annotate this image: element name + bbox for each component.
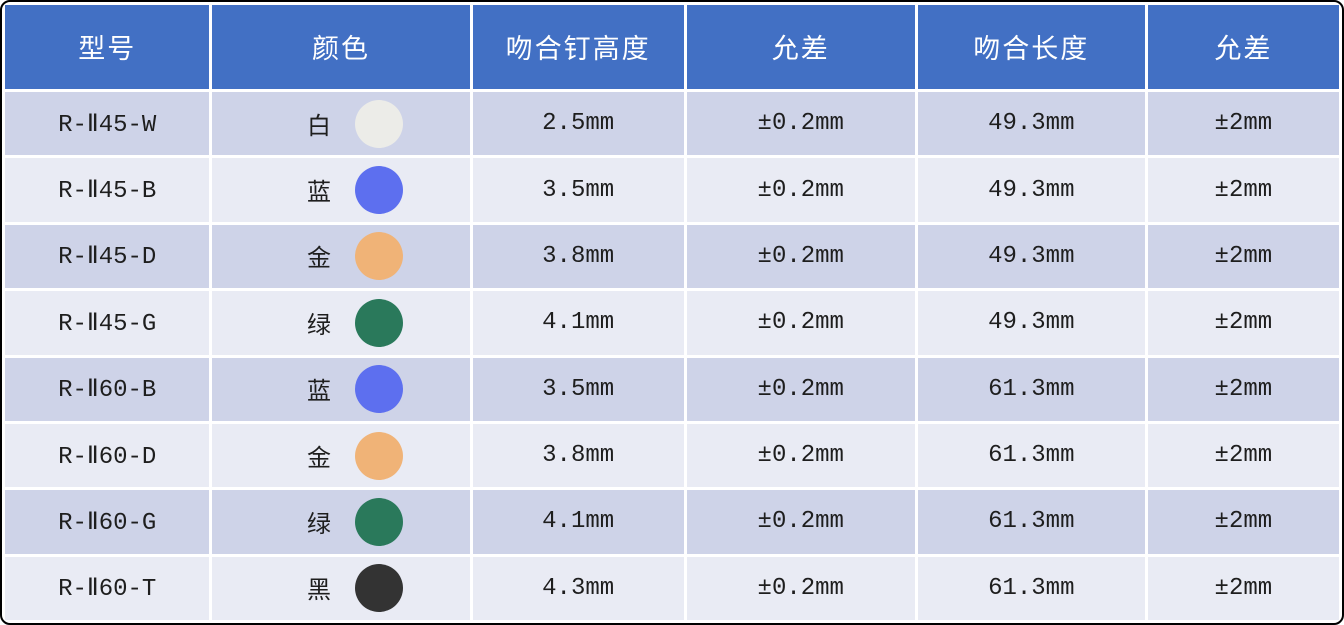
header-cell-height-tolerance: 允差 (686, 5, 915, 89)
color-name-label: 白 (307, 114, 332, 142)
model-cell: R-Ⅱ60-D (5, 423, 210, 488)
staple-height-cell: 4.1mm (472, 490, 684, 554)
color-swatch-icon (355, 232, 404, 281)
header-cell-color: 颜色 (212, 5, 470, 89)
header-cell-length-tolerance: 允差 (1147, 5, 1339, 89)
table-body: R-Ⅱ45-W 白 2.5mm ±0.2mm 49.3mm ±2mm R-Ⅱ45… (5, 92, 1339, 620)
color-name-label: 金 (307, 247, 332, 275)
height-tolerance-cell: ±0.2mm (686, 423, 915, 488)
color-cell: 绿 (212, 490, 470, 554)
color-name-label: 金 (307, 446, 332, 474)
staple-height-cell: 2.5mm (472, 92, 684, 156)
height-tolerance-cell: ±0.2mm (686, 291, 915, 355)
height-tolerance-cell: ±0.2mm (686, 92, 915, 156)
model-cell: R-Ⅱ45-W (5, 92, 210, 156)
height-tolerance-cell: ±0.2mm (686, 224, 915, 289)
header-cell-model: 型号 (5, 5, 210, 89)
color-cell-content: 绿 (226, 497, 469, 546)
length-tolerance-cell: ±2mm (1147, 158, 1339, 222)
height-tolerance-cell: ±0.2mm (686, 556, 915, 620)
header-cell-staple-length: 吻合长度 (917, 5, 1145, 89)
table-row: R-Ⅱ45-B 蓝 3.5mm ±0.2mm 49.3mm ±2mm (5, 158, 1339, 222)
staple-height-cell: 4.3mm (472, 556, 684, 620)
height-tolerance-cell: ±0.2mm (686, 158, 915, 222)
staple-length-cell: 61.3mm (917, 357, 1145, 421)
staple-length-cell: 61.3mm (917, 423, 1145, 488)
table-header: 型号 颜色 吻合钉高度 允差 吻合长度 允差 (5, 5, 1339, 89)
color-swatch-icon (355, 431, 404, 480)
color-cell-content: 蓝 (226, 166, 469, 215)
staple-length-cell: 49.3mm (917, 224, 1145, 289)
staple-length-cell: 61.3mm (917, 490, 1145, 554)
table-row: R-Ⅱ45-G 绿 4.1mm ±0.2mm 49.3mm ±2mm (5, 291, 1339, 355)
color-cell: 金 (212, 423, 470, 488)
color-swatch-icon (355, 298, 404, 347)
length-tolerance-cell: ±2mm (1147, 357, 1339, 421)
staple-height-cell: 3.8mm (472, 423, 684, 488)
color-cell-content: 蓝 (226, 365, 469, 414)
table-row: R-Ⅱ60-G 绿 4.1mm ±0.2mm 61.3mm ±2mm (5, 490, 1339, 554)
length-tolerance-cell: ±2mm (1147, 224, 1339, 289)
color-cell: 蓝 (212, 158, 470, 222)
color-cell-content: 白 (226, 99, 469, 148)
color-swatch-icon (355, 166, 404, 215)
table-row: R-Ⅱ60-D 金 3.8mm ±0.2mm 61.3mm ±2mm (5, 423, 1339, 488)
staple-height-cell: 3.5mm (472, 158, 684, 222)
table-row: R-Ⅱ60-T 黑 4.3mm ±0.2mm 61.3mm ±2mm (5, 556, 1339, 620)
color-cell: 金 (212, 224, 470, 289)
staple-height-cell: 4.1mm (472, 291, 684, 355)
color-cell-content: 绿 (226, 298, 469, 347)
length-tolerance-cell: ±2mm (1147, 490, 1339, 554)
model-cell: R-Ⅱ45-G (5, 291, 210, 355)
model-cell: R-Ⅱ60-G (5, 490, 210, 554)
header-row: 型号 颜色 吻合钉高度 允差 吻合长度 允差 (5, 5, 1339, 89)
color-cell: 白 (212, 92, 470, 156)
color-cell: 蓝 (212, 357, 470, 421)
model-cell: R-Ⅱ60-T (5, 556, 210, 620)
length-tolerance-cell: ±2mm (1147, 556, 1339, 620)
model-cell: R-Ⅱ60-B (5, 357, 210, 421)
color-name-label: 绿 (307, 512, 332, 540)
color-swatch-icon (355, 497, 404, 546)
color-cell-content: 黑 (226, 564, 469, 613)
color-cell: 绿 (212, 291, 470, 355)
color-name-label: 黑 (307, 579, 332, 607)
color-name-label: 蓝 (307, 181, 332, 209)
color-name-label: 蓝 (307, 380, 332, 408)
color-swatch-icon (355, 365, 404, 414)
header-cell-staple-height: 吻合钉高度 (472, 5, 684, 89)
color-name-label: 绿 (307, 313, 332, 341)
staple-height-cell: 3.5mm (472, 357, 684, 421)
height-tolerance-cell: ±0.2mm (686, 490, 915, 554)
model-cell: R-Ⅱ45-B (5, 158, 210, 222)
color-cell-content: 金 (226, 431, 469, 480)
table-row: R-Ⅱ60-B 蓝 3.5mm ±0.2mm 61.3mm ±2mm (5, 357, 1339, 421)
height-tolerance-cell: ±0.2mm (686, 357, 915, 421)
color-swatch-icon (355, 564, 404, 613)
table-row: R-Ⅱ45-D 金 3.8mm ±0.2mm 49.3mm ±2mm (5, 224, 1339, 289)
length-tolerance-cell: ±2mm (1147, 291, 1339, 355)
staple-length-cell: 49.3mm (917, 291, 1145, 355)
staple-height-cell: 3.8mm (472, 224, 684, 289)
color-cell: 黑 (212, 556, 470, 620)
length-tolerance-cell: ±2mm (1147, 92, 1339, 156)
staple-length-cell: 49.3mm (917, 158, 1145, 222)
staple-length-cell: 49.3mm (917, 92, 1145, 156)
staple-length-cell: 61.3mm (917, 556, 1145, 620)
length-tolerance-cell: ±2mm (1147, 423, 1339, 488)
table-row: R-Ⅱ45-W 白 2.5mm ±0.2mm 49.3mm ±2mm (5, 92, 1339, 156)
color-swatch-icon (355, 99, 404, 148)
color-cell-content: 金 (226, 232, 469, 281)
model-cell: R-Ⅱ45-D (5, 224, 210, 289)
